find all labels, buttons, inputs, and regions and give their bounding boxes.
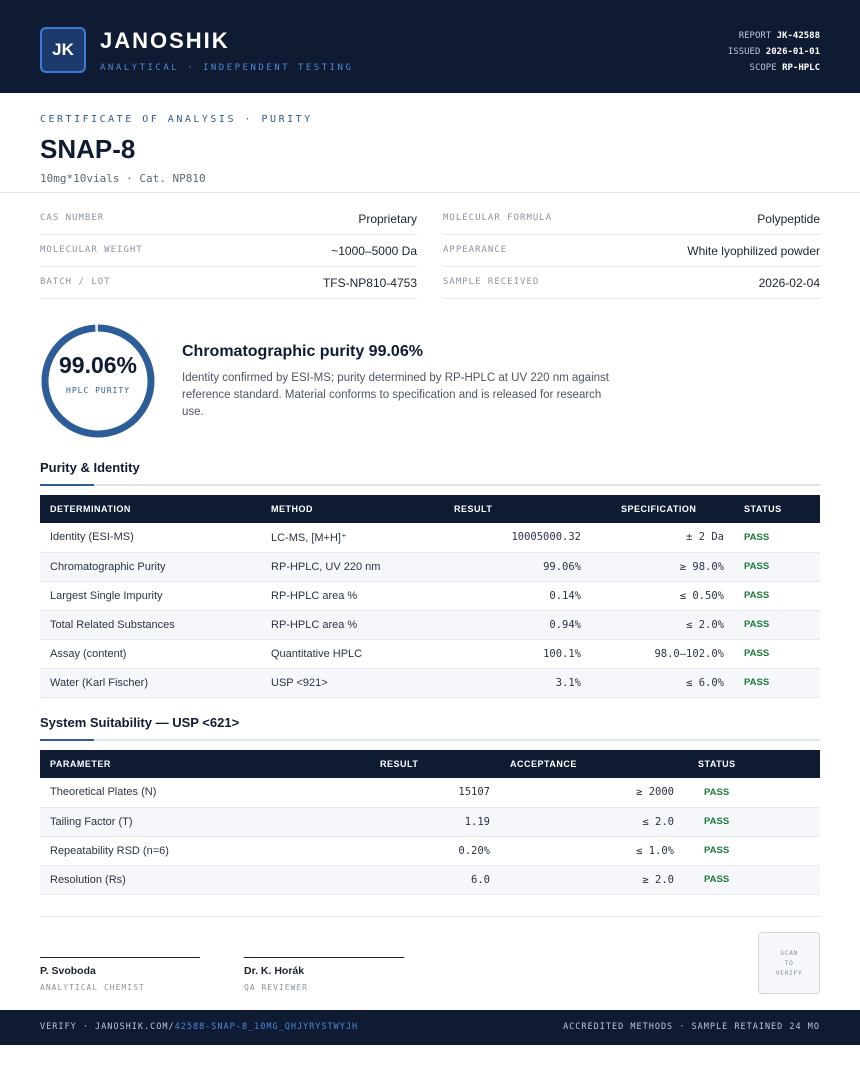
report-footer: VERIFY · JANOSHIK.COM/42588-SNAP-8_10MG_… <box>0 1010 860 1045</box>
signature-line <box>40 957 200 958</box>
table-row: Tailing Factor (T) 1.19 ≤ 2.0 PASS <box>40 807 820 837</box>
section-rule-accent <box>40 484 94 486</box>
status-badge: PASS <box>684 865 820 895</box>
section-title-purity-identity: Purity & Identity <box>40 460 140 475</box>
column-header: METHOD <box>271 504 313 514</box>
table-row: Largest Single Impurity RP-HPLC area % 0.… <box>40 581 820 611</box>
status-badge: PASS <box>734 610 820 640</box>
brand-tagline: ANALYTICAL · INDEPENDENT TESTING <box>100 63 354 73</box>
purity-identity-table: DETERMINATION METHOD RESULT SPECIFICATIO… <box>40 495 820 698</box>
column-header: ACCEPTANCE <box>510 759 577 769</box>
scope: SCOPE RP-HPLC <box>749 63 820 73</box>
divider <box>0 192 860 193</box>
report-number: REPORT JK-42588 <box>738 31 820 41</box>
column-header: DETERMINATION <box>50 504 131 514</box>
brand-name: JANOSHIK <box>100 28 230 53</box>
column-header: PARAMETER <box>50 759 111 769</box>
table-row: Water (Karl Fischer) USP <921> 3.1% ≤ 6.0%… <box>40 668 820 698</box>
table-row: Resolution (Rs) 6.0 ≥ 2.0 PASS <box>40 865 820 895</box>
purity-value: 99.06% <box>58 352 137 378</box>
purity-headline: Chromatographic purity 99.06% <box>182 343 423 360</box>
signature-name: P. Svoboda <box>40 965 96 977</box>
info-sample-received: SAMPLE RECEIVED 2026-02-04 <box>443 267 820 299</box>
section-rule <box>40 484 820 486</box>
info-molecular-weight: MOLECULAR WEIGHT ~1000–5000 Da <box>40 235 417 267</box>
info-batch-lot: BATCH / LOT TFS-NP810-4753 <box>40 267 417 299</box>
purity-description: Identity confirmed by ESI-MS; purity det… <box>182 372 609 418</box>
verify-text: VERIFY · JANOSHIK.COM/42588-SNAP-8_10MG_… <box>40 1022 359 1032</box>
section-title-system-suitability: System Suitability — USP <621> <box>40 715 240 730</box>
product-subtitle: 10mg*10vials · Cat. NP810 <box>40 172 206 185</box>
status-badge: PASS <box>734 523 820 553</box>
status-badge: PASS <box>734 552 820 582</box>
certificate-label: CERTIFICATE OF ANALYSIS · PURITY <box>40 114 313 125</box>
signature-role: ANALYTICAL CHEMIST <box>40 983 145 992</box>
footer-note: ACCREDITED METHODS · SAMPLE RETAINED 24 … <box>563 1022 820 1032</box>
column-header: STATUS <box>698 759 736 769</box>
column-header: RESULT <box>454 504 493 514</box>
info-cas-number: CAS NUMBER Proprietary <box>40 203 417 235</box>
info-molecular-formula: MOLECULAR FORMULA Polypeptide <box>443 203 820 235</box>
section-rule <box>40 739 820 741</box>
signature-name: Dr. K. Horák <box>244 965 305 977</box>
section-rule-accent <box>40 739 94 741</box>
table-row: Chromatographic Purity RP-HPLC, UV 220 nm… <box>40 552 820 582</box>
table-header-row: DETERMINATION METHOD RESULT SPECIFICATIO… <box>40 495 820 523</box>
issued-date: ISSUED 2026-01-01 <box>727 47 820 57</box>
column-header: RESULT <box>380 759 419 769</box>
info-appearance: APPEARANCE White lyophilized powder <box>443 235 820 267</box>
report-meta: REPORT JK-42588 ISSUED 2026-01-01 SCOPE … <box>728 28 820 76</box>
table-row: Assay (content) Quantitative HPLC 100.1% 9… <box>40 639 820 669</box>
table-row: Theoretical Plates (N) 15107 ≥ 2000 PASS <box>40 778 820 808</box>
purity-ring-arc <box>41 324 155 438</box>
logo: JK <box>40 27 86 73</box>
signature-role: QA REVIEWER <box>244 983 308 992</box>
verify-link[interactable]: 42588-SNAP-8_10MG_QHJYRYSTWYJH <box>174 1022 359 1032</box>
status-badge: PASS <box>684 836 820 866</box>
table-row: Repeatability RSD (n=6) 0.20% ≤ 1.0% PAS… <box>40 836 820 866</box>
column-header: STATUS <box>744 504 782 514</box>
purity-ring <box>41 324 155 438</box>
status-badge: PASS <box>684 807 820 837</box>
status-badge: PASS <box>734 639 820 669</box>
purity-ring-label: HPLC PURITY <box>66 386 130 395</box>
status-badge: PASS <box>734 668 820 698</box>
product-title: SNAP-8 <box>40 134 136 164</box>
status-badge: PASS <box>684 778 820 808</box>
table-row: Identity (ESI-MS) LC-MS, [M+H]⁺ 10005000.… <box>40 523 820 553</box>
divider <box>40 916 820 917</box>
report-header: JK JANOSHIK ANALYTICAL · INDEPENDENT TES… <box>0 0 860 93</box>
column-header: SPECIFICATION <box>621 504 697 514</box>
verify-qr-placeholder[interactable]: SCAN TO VERIFY <box>758 932 820 994</box>
table-header-row: PARAMETER RESULT ACCEPTANCE STATUS <box>40 750 820 778</box>
status-badge: PASS <box>734 581 820 611</box>
signature-line <box>244 957 404 958</box>
system-suitability-table: PARAMETER RESULT ACCEPTANCE STATUS Theor… <box>40 750 820 895</box>
table-row: Total Related Substances RP-HPLC area % 0… <box>40 610 820 640</box>
